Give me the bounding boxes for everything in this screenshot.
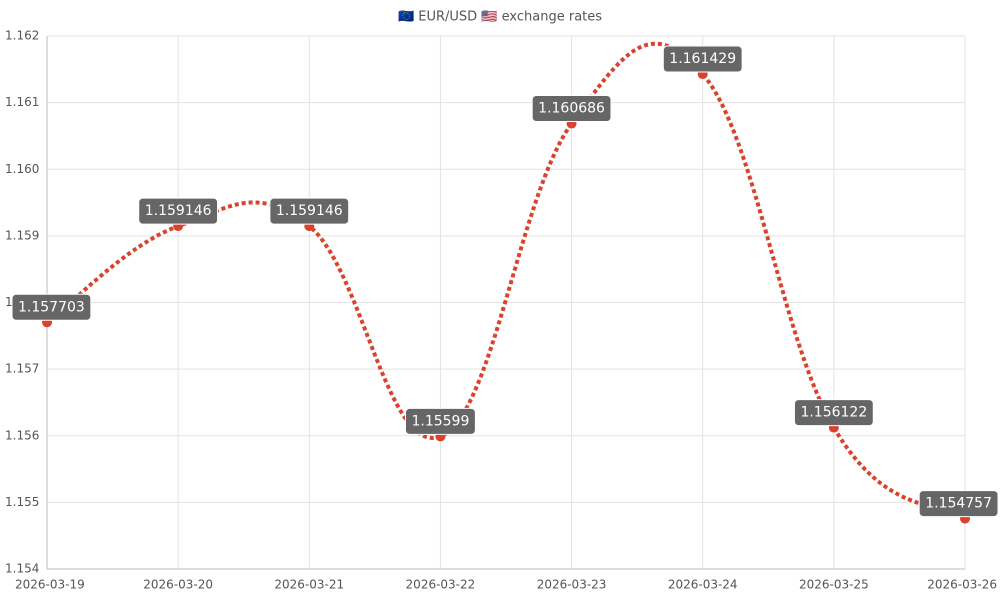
y-tick-label: 1.162 — [5, 29, 39, 43]
y-tick-label: 1.154 — [5, 562, 39, 576]
value-label: 1.159146 — [276, 203, 343, 219]
x-tick-label: 2026-03-24 — [668, 578, 738, 592]
value-label: 1.15599 — [411, 413, 469, 429]
x-tick-label: 2026-03-19 — [15, 578, 85, 592]
value-label-box — [11, 293, 92, 321]
value-label: 1.157703 — [18, 299, 85, 315]
chart-title: 🇪🇺 EUR/USD 🇺🇸 exchange rates — [398, 10, 602, 25]
x-tick-label: 2026-03-22 — [406, 578, 476, 592]
y-tick-label: 1.159 — [5, 228, 39, 242]
y-tick-label: 1.156 — [5, 428, 39, 442]
y-tick-label: 1.160 — [5, 162, 39, 176]
value-label: 1.161429 — [669, 51, 736, 67]
y-tick-label: 1.155 — [5, 495, 39, 509]
y-tick-label: 1.157 — [5, 362, 39, 376]
value-label-box — [531, 95, 612, 123]
value-label-box — [918, 490, 999, 518]
x-tick-label: 2026-03-25 — [799, 578, 869, 592]
value-label: 1.156122 — [800, 405, 867, 421]
series-line — [45, 41, 967, 521]
value-label-box — [138, 197, 219, 225]
value-label-box — [404, 407, 476, 435]
y-tick-label: 1.161 — [5, 95, 39, 109]
x-tick-label: 2026-03-26 — [927, 578, 997, 592]
value-label-box — [662, 45, 743, 73]
x-tick-label: 2026-03-21 — [274, 578, 344, 592]
x-tick-label: 2026-03-23 — [537, 578, 607, 592]
value-label: 1.154757 — [925, 496, 992, 512]
x-tick-label: 2026-03-20 — [143, 578, 213, 592]
value-label: 1.160686 — [538, 101, 605, 117]
value-label-box — [269, 197, 350, 225]
value-label-box — [793, 399, 874, 427]
value-label: 1.159146 — [145, 203, 212, 219]
